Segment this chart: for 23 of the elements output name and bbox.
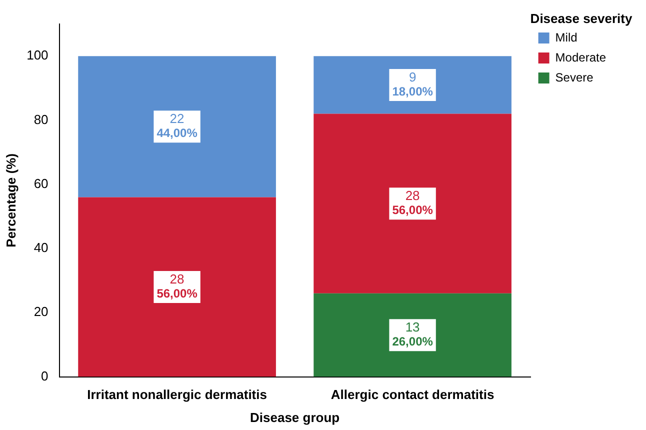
data-label: 13 26,00%	[392, 320, 434, 348]
legend-label: Moderate	[555, 50, 606, 64]
x-axis-title: Disease group	[250, 410, 340, 425]
bar	[314, 114, 512, 294]
y-tick-label: 100	[26, 48, 48, 63]
bar	[78, 197, 276, 377]
data-label: 22 44,00%	[156, 111, 198, 140]
legend-label: Severe	[555, 70, 594, 84]
bar	[314, 293, 512, 377]
y-tick-label: 80	[34, 112, 48, 127]
bar	[78, 56, 276, 198]
y-tick-label: 40	[34, 240, 48, 256]
data-label: 28 56,00%	[392, 188, 434, 217]
y-axis-title: Percentage (%)	[3, 153, 18, 248]
data-label: 28 56,00%	[156, 272, 198, 300]
legend-label: Mild	[555, 30, 578, 44]
x-tick-label: Allergic contact dermatitis	[330, 387, 494, 402]
y-tick-label: 60	[34, 176, 48, 191]
y-tick-label: 0	[41, 368, 48, 384]
x-tick-label: Irritant nonallergic dermatitis	[87, 387, 267, 402]
data-label: 9 18,00%	[392, 70, 434, 98]
legend-title: Disease severity	[530, 11, 633, 26]
y-tick-label: 20	[34, 304, 48, 320]
